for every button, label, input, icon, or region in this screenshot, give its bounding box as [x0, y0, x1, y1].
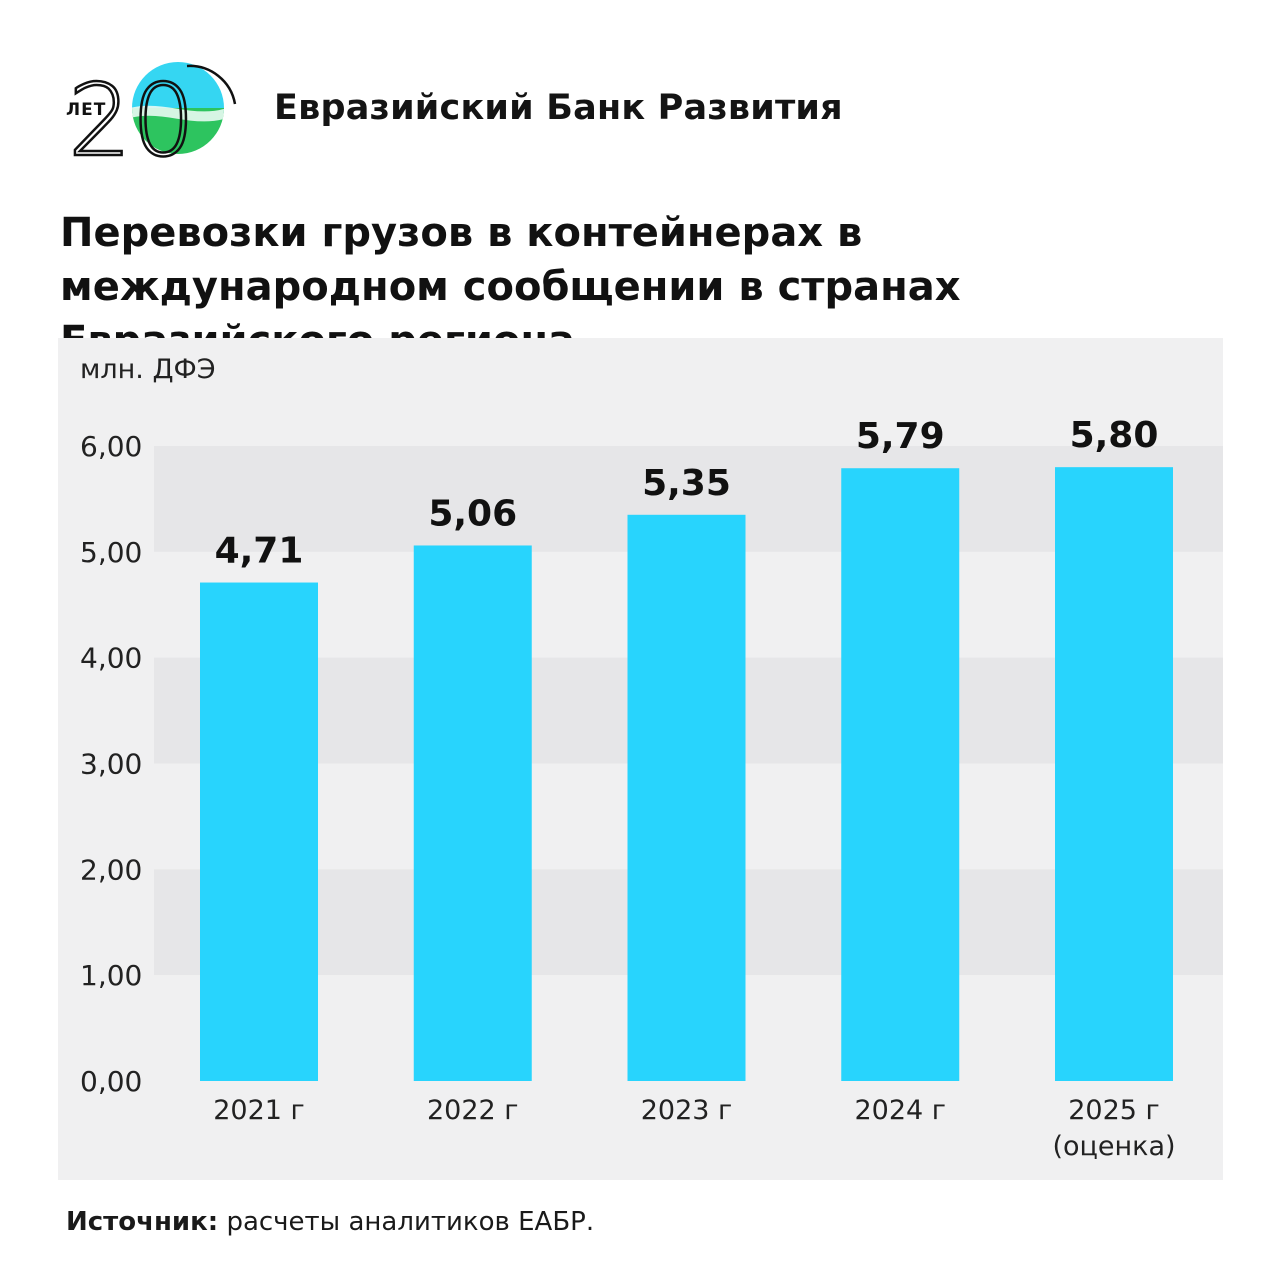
bar-value-label: 4,71: [215, 531, 304, 572]
y-tick-label: 3,00: [80, 748, 142, 781]
x-tick-label: 2023 г: [641, 1095, 732, 1126]
bar: [627, 514, 746, 1081]
bar-value-label: 5,79: [856, 416, 945, 457]
y-tick-label: 2,00: [80, 853, 142, 886]
x-tick-label: 2025 г: [1068, 1095, 1159, 1126]
x-tick-label: 2022 г: [427, 1095, 518, 1126]
logo-number: 20: [68, 62, 195, 168]
x-tick-label: 2021 г: [213, 1095, 304, 1126]
bar-value-label: 5,06: [428, 493, 517, 534]
source-note: Источник: расчеты аналитиков ЕАБР.: [66, 1207, 594, 1237]
bank-name: Евразийский Банк Развития: [274, 88, 843, 128]
bar-value-label: 5,35: [642, 463, 731, 504]
bar-chart: млн. ДФЭ 0,00 1,00 2,00 3,00 4,00 5,00 6,00 4,71…: [80, 338, 1223, 1162]
bar-value-label: 5,80: [1070, 415, 1159, 456]
y-tick-label: 1,00: [80, 959, 142, 992]
header: ЛЕТ 20 Евразийский Банк Развития: [60, 58, 1240, 168]
x-tick-label: (оценка): [1052, 1131, 1175, 1162]
bar: [1055, 467, 1173, 1081]
y-axis-label: млн. ДФЭ: [80, 354, 216, 385]
bar: [413, 545, 532, 1081]
chart-panel: млн. ДФЭ 0,00 1,00 2,00 3,00 4,00 5,00 6,00 4,71…: [58, 338, 1223, 1180]
y-tick-label: 6,00: [80, 430, 142, 463]
grid-band: [154, 338, 1223, 446]
y-tick-label: 5,00: [80, 536, 142, 569]
y-tick-label: 0,00: [80, 1065, 142, 1098]
y-tick-label: 4,00: [80, 642, 142, 675]
x-tick-label: 2024 г: [855, 1095, 946, 1126]
bar: [200, 582, 318, 1081]
logo-word: ЛЕТ: [66, 100, 106, 120]
eabr-20-years-logo: ЛЕТ 20: [66, 61, 237, 168]
source-text: расчеты аналитиков ЕАБР.: [218, 1207, 595, 1237]
bar: [841, 468, 960, 1082]
source-label: Источник:: [66, 1207, 219, 1237]
